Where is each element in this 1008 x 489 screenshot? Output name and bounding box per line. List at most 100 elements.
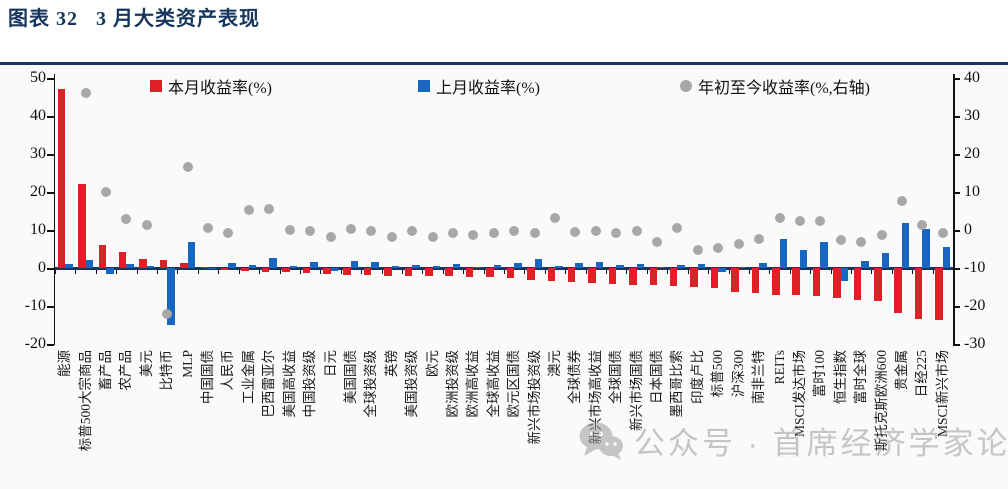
ytd-dot — [447, 227, 458, 238]
ytd-dot — [611, 227, 622, 238]
category-tick — [687, 269, 689, 274]
left-axis-tick — [47, 230, 54, 232]
category-tick — [565, 269, 567, 274]
category-tick — [891, 269, 893, 274]
bar-last-month — [106, 268, 114, 274]
bar-this-month — [853, 268, 862, 300]
category-tick — [524, 269, 526, 274]
legend-label-ytd: 年初至今收益率(%,右轴) — [698, 80, 870, 97]
bar-last-month — [432, 265, 441, 269]
category-tick — [401, 269, 403, 274]
category-label: 欧洲投资级 — [444, 350, 460, 418]
category-tick — [55, 269, 56, 274]
bar-this-month — [200, 267, 209, 269]
category-tick — [810, 269, 812, 274]
ytd-dot — [550, 213, 561, 224]
category-tick — [279, 269, 281, 274]
category-label: 澳元 — [547, 350, 563, 377]
bar-this-month — [241, 268, 249, 271]
bar-last-month — [85, 259, 94, 269]
ytd-dot — [203, 223, 214, 234]
bar-last-month — [840, 268, 849, 281]
category-tick — [789, 269, 791, 274]
category-tick — [932, 269, 934, 274]
bar-this-month — [343, 268, 351, 275]
bar-last-month — [289, 265, 298, 269]
left-axis-tick-label: 30 — [30, 145, 46, 163]
category-tick — [422, 269, 424, 274]
left-axis-tick — [47, 78, 54, 80]
category-label: 斯托克斯欧洲600 — [873, 350, 889, 452]
right-axis-tick — [953, 78, 960, 80]
category-tick — [197, 269, 199, 274]
left-axis-tick-label: 40 — [30, 107, 46, 125]
ytd-dot — [223, 227, 234, 238]
category-tick — [667, 269, 669, 274]
category-label: 比特币 — [159, 350, 175, 391]
category-label: 欧洲高收益 — [465, 350, 481, 418]
category-tick — [177, 269, 179, 274]
category-label: 日本国债 — [649, 350, 665, 404]
bar-last-month — [677, 264, 685, 269]
left-axis-line — [53, 74, 55, 345]
left-axis-tick — [47, 344, 54, 346]
category-label: 人民币 — [220, 350, 236, 391]
category-label: 墨西哥比索 — [669, 350, 685, 418]
category-label: 日元 — [322, 350, 338, 377]
right-axis-tick-label: -30 — [964, 335, 986, 353]
bar-last-month — [391, 266, 400, 269]
category-label: 全球债券 — [567, 350, 583, 404]
bar-this-month — [649, 268, 658, 286]
legend-item-this-month: 本月收益率(%) — [150, 74, 272, 98]
category-label: 贵金属 — [893, 350, 909, 391]
bar-last-month — [65, 264, 73, 269]
legend-blue-square-icon — [418, 80, 430, 92]
bar-this-month — [465, 268, 474, 277]
zero-axis-line — [55, 267, 953, 270]
category-tick — [606, 269, 608, 274]
ytd-dot — [692, 245, 703, 256]
category-label: 全球高收益 — [485, 350, 501, 418]
bar-this-month — [261, 268, 270, 272]
right-axis-line — [953, 74, 955, 345]
bar-last-month — [555, 266, 563, 269]
right-axis-tick — [953, 230, 960, 232]
bar-this-month — [731, 268, 739, 292]
bar-this-month — [812, 268, 821, 297]
category-label: MSCI新兴市场 — [934, 350, 950, 438]
bar-this-month — [588, 268, 596, 283]
category-label: 标普500大宗商品 — [77, 350, 93, 452]
bar-last-month — [922, 229, 930, 269]
category-tick — [626, 269, 628, 274]
right-axis-tick-label: -10 — [964, 259, 986, 277]
bar-last-month — [412, 264, 420, 269]
bar-last-month — [248, 264, 257, 269]
category-tick — [912, 269, 914, 274]
left-axis-tick — [47, 306, 54, 308]
legend-gray-dot-icon — [680, 80, 692, 92]
bar-last-month — [820, 241, 828, 269]
category-label: 美元 — [138, 350, 154, 377]
category-label: 新兴市场投资级 — [526, 350, 542, 445]
category-label: 中国国债 — [200, 350, 216, 404]
bar-last-month — [759, 263, 767, 269]
right-axis-tick-label: 40 — [964, 69, 980, 86]
bar-last-month — [657, 266, 665, 269]
bar-last-month — [167, 268, 175, 326]
category-tick — [585, 269, 587, 274]
category-tick — [381, 269, 383, 274]
category-tick — [748, 269, 750, 274]
bar-this-month — [710, 268, 719, 289]
ytd-dot — [896, 196, 907, 207]
bar-this-month — [302, 268, 311, 273]
bar-this-month — [98, 245, 107, 269]
ytd-dot — [141, 220, 152, 231]
category-tick — [442, 269, 444, 274]
bar-last-month — [228, 262, 236, 269]
bar-last-month — [310, 262, 318, 269]
category-label: 欧元区国债 — [506, 350, 522, 418]
bar-last-month — [738, 266, 747, 269]
bar-this-month — [894, 268, 902, 314]
bar-this-month — [57, 89, 66, 269]
